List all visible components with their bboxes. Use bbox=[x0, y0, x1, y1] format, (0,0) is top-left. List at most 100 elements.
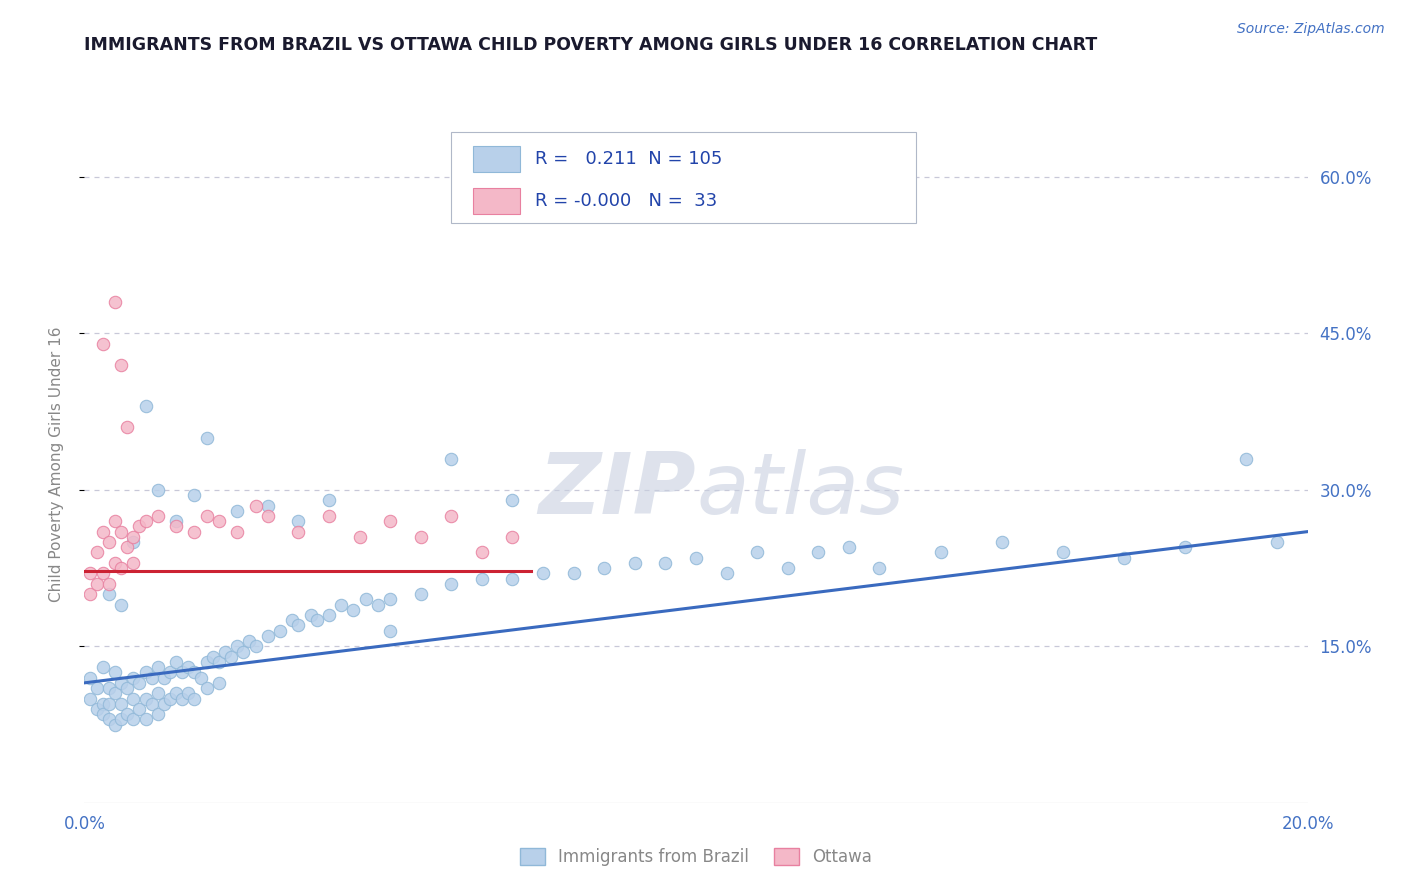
Point bbox=[685, 550, 707, 565]
Point bbox=[110, 697, 132, 711]
Point bbox=[183, 488, 205, 502]
Text: IMMIGRANTS FROM BRAZIL VS OTTAWA CHILD POVERTY AMONG GIRLS UNDER 16 CORRELATION : IMMIGRANTS FROM BRAZIL VS OTTAWA CHILD P… bbox=[84, 36, 1098, 54]
Point bbox=[97, 535, 120, 549]
Point bbox=[776, 561, 799, 575]
Point bbox=[380, 514, 402, 528]
Point bbox=[104, 717, 127, 731]
Point bbox=[287, 618, 309, 632]
Point bbox=[146, 707, 169, 722]
Point bbox=[1265, 535, 1288, 549]
Point bbox=[122, 671, 145, 685]
Point bbox=[91, 697, 114, 711]
Point bbox=[97, 697, 120, 711]
Point bbox=[115, 681, 138, 695]
Point bbox=[624, 556, 647, 570]
Point bbox=[716, 566, 738, 581]
Point bbox=[257, 629, 280, 643]
Point bbox=[838, 541, 860, 555]
Point bbox=[115, 541, 138, 555]
Point bbox=[122, 691, 145, 706]
Point bbox=[91, 524, 114, 539]
Point bbox=[122, 530, 145, 544]
Point bbox=[153, 697, 176, 711]
Point bbox=[502, 572, 524, 586]
Point bbox=[226, 640, 249, 654]
Point bbox=[287, 514, 309, 528]
Point bbox=[409, 530, 432, 544]
Point bbox=[172, 665, 194, 680]
Point bbox=[110, 676, 132, 690]
Point bbox=[79, 671, 101, 685]
Point bbox=[110, 598, 132, 612]
Point bbox=[562, 566, 585, 581]
Point bbox=[183, 691, 205, 706]
Point bbox=[79, 587, 101, 601]
Point bbox=[135, 691, 157, 706]
Text: R = -0.000   N =  33: R = -0.000 N = 33 bbox=[534, 192, 717, 211]
Point bbox=[165, 514, 187, 528]
Point bbox=[1174, 541, 1197, 555]
Point bbox=[91, 660, 114, 674]
Point bbox=[287, 524, 309, 539]
Point bbox=[380, 592, 402, 607]
Point bbox=[440, 451, 463, 466]
Point bbox=[747, 545, 769, 559]
Point bbox=[471, 545, 494, 559]
Point bbox=[195, 508, 218, 523]
Point bbox=[153, 671, 176, 685]
Point bbox=[409, 587, 432, 601]
Point bbox=[79, 566, 101, 581]
Point bbox=[318, 493, 340, 508]
FancyBboxPatch shape bbox=[474, 146, 520, 172]
Point bbox=[502, 530, 524, 544]
Point bbox=[208, 655, 231, 669]
Point bbox=[245, 499, 267, 513]
Point bbox=[177, 686, 200, 700]
Legend: Immigrants from Brazil, Ottawa: Immigrants from Brazil, Ottawa bbox=[513, 841, 879, 872]
Point bbox=[807, 545, 830, 559]
Point bbox=[177, 660, 200, 674]
Point bbox=[269, 624, 291, 638]
Point bbox=[115, 707, 138, 722]
Point bbox=[86, 681, 108, 695]
Point bbox=[318, 508, 340, 523]
Point bbox=[97, 681, 120, 695]
Point bbox=[226, 524, 249, 539]
Point bbox=[593, 561, 616, 575]
Point bbox=[349, 530, 371, 544]
Point bbox=[380, 624, 402, 638]
Point bbox=[115, 420, 138, 434]
Point bbox=[299, 608, 322, 623]
Point bbox=[219, 649, 242, 664]
Point bbox=[86, 702, 108, 716]
Point bbox=[97, 587, 120, 601]
Point bbox=[91, 707, 114, 722]
Point bbox=[86, 576, 108, 591]
Point bbox=[183, 524, 205, 539]
Point bbox=[342, 603, 364, 617]
Point bbox=[91, 337, 114, 351]
Point bbox=[165, 519, 187, 533]
Point bbox=[502, 493, 524, 508]
Point bbox=[172, 691, 194, 706]
Point bbox=[104, 514, 127, 528]
Point bbox=[245, 640, 267, 654]
Point bbox=[97, 712, 120, 726]
Point bbox=[214, 644, 236, 658]
Point bbox=[135, 514, 157, 528]
Point bbox=[471, 572, 494, 586]
Text: R =   0.211  N = 105: R = 0.211 N = 105 bbox=[534, 150, 721, 168]
Y-axis label: Child Poverty Among Girls Under 16: Child Poverty Among Girls Under 16 bbox=[49, 326, 63, 601]
Point bbox=[195, 431, 218, 445]
Point bbox=[159, 691, 181, 706]
Point bbox=[146, 686, 169, 700]
Point bbox=[440, 576, 463, 591]
Point bbox=[208, 676, 231, 690]
Point bbox=[195, 655, 218, 669]
Point bbox=[257, 499, 280, 513]
Point bbox=[159, 665, 181, 680]
Point bbox=[146, 660, 169, 674]
Point bbox=[146, 508, 169, 523]
Point bbox=[330, 598, 353, 612]
Point bbox=[195, 681, 218, 695]
